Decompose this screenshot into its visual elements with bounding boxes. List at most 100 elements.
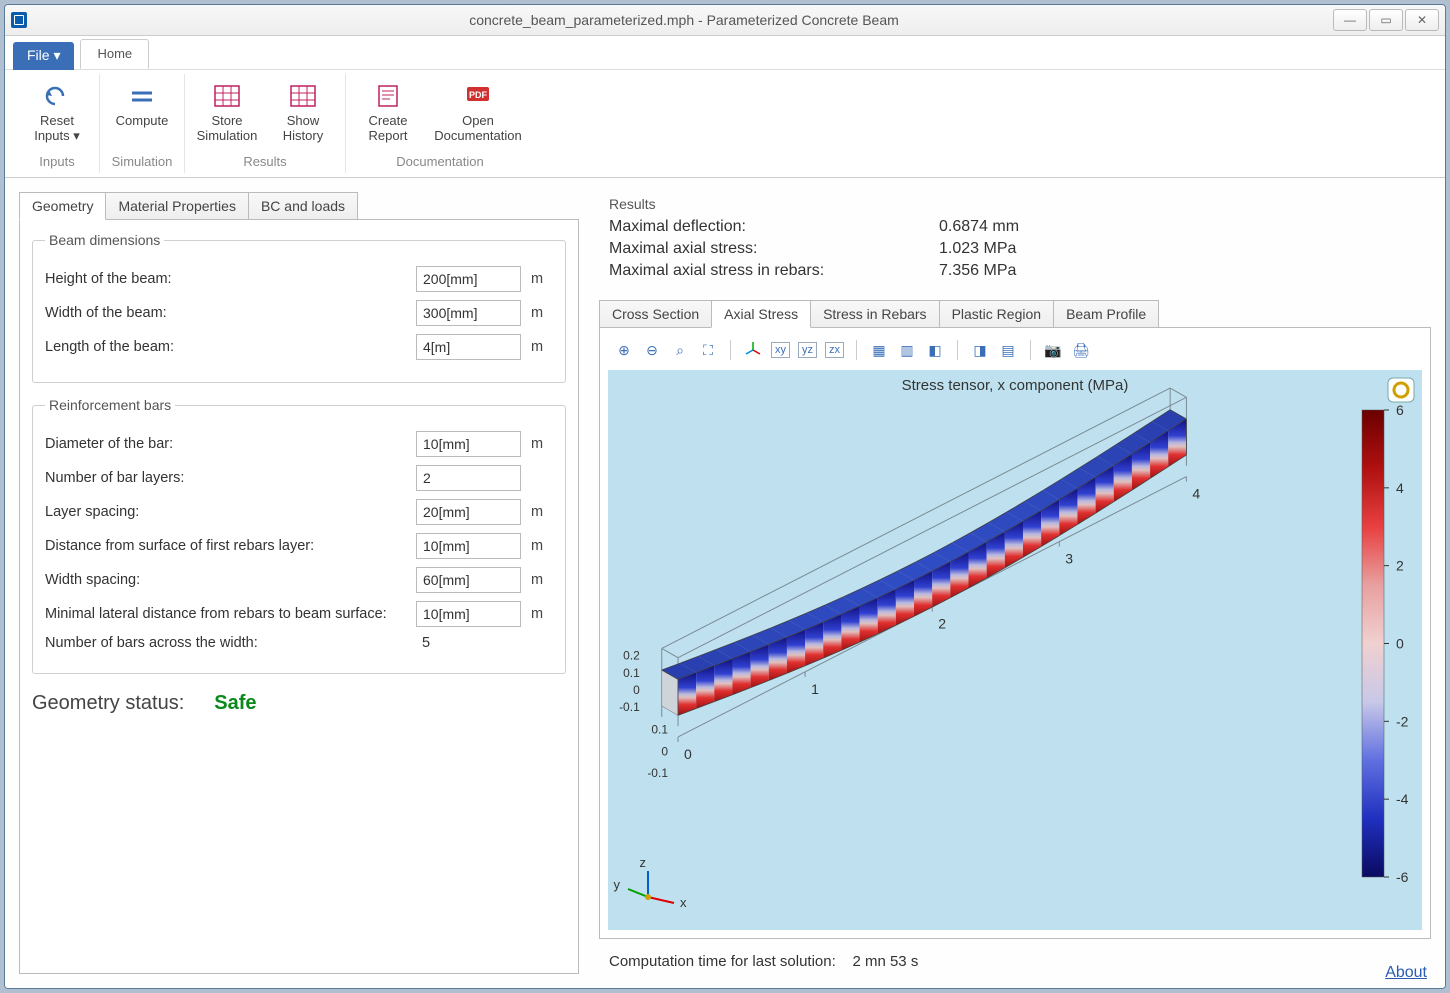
beam-input-0[interactable]: [416, 266, 521, 292]
rebar-row-4: Width spacing:m: [45, 567, 553, 593]
reinforcement-bars-legend: Reinforcement bars: [45, 397, 175, 413]
beam-dimensions-legend: Beam dimensions: [45, 232, 164, 248]
view-yz-button[interactable]: yz: [798, 342, 817, 358]
rebar-input-3[interactable]: [416, 533, 521, 559]
rebar-input-4[interactable]: [416, 567, 521, 593]
maximize-button[interactable]: ▭: [1369, 9, 1403, 31]
view-zx-button[interactable]: zx: [825, 342, 844, 358]
plot-style1-icon[interactable]: ▦: [869, 340, 889, 360]
compute-button[interactable]: Compute: [106, 78, 178, 133]
file-menu[interactable]: File ▾: [13, 42, 74, 70]
zoom-box-icon[interactable]: ⌕: [670, 340, 690, 360]
pdf-icon: PDF: [464, 82, 492, 110]
bars-across-width-value: 5: [416, 635, 553, 651]
zoom-in-icon[interactable]: ⊕: [614, 340, 634, 360]
result-val-1: 1.023 MPa: [939, 240, 1016, 258]
rebar-input-5[interactable]: [416, 601, 521, 627]
print-icon[interactable]: 🖨: [1071, 340, 1091, 360]
result-row-1: Maximal axial stress:1.023 MPa: [609, 240, 1421, 258]
result-tab-plastic-region[interactable]: Plastic Region: [939, 300, 1055, 328]
result-tab-stress-in-rebars[interactable]: Stress in Rebars: [810, 300, 939, 328]
svg-text:3: 3: [1065, 551, 1073, 567]
beam-row-2: Length of the beam:m: [45, 334, 553, 360]
geometry-panel: Beam dimensions Height of the beam:mWidt…: [19, 219, 579, 974]
snapshot-icon[interactable]: 📷: [1043, 340, 1063, 360]
undo-icon: [43, 82, 71, 110]
report-icon: [374, 82, 402, 110]
beam-dimensions-fieldset: Beam dimensions Height of the beam:mWidt…: [32, 232, 566, 383]
menu-bar: File ▾ Home: [5, 36, 1445, 69]
result-key-2: Maximal axial stress in rebars:: [609, 262, 939, 280]
left-tab-bc-and-loads[interactable]: BC and loads: [248, 192, 358, 220]
result-row-0: Maximal deflection:0.6874 mm: [609, 218, 1421, 236]
left-tab-material-properties[interactable]: Material Properties: [105, 192, 249, 220]
svg-text:y: y: [614, 877, 621, 892]
axes-3d-icon[interactable]: [743, 340, 763, 360]
rebar-row-3: Distance from surface of first rebars la…: [45, 533, 553, 559]
equals-icon: [128, 82, 156, 110]
title-bar: concrete_beam_parameterized.mph - Parame…: [5, 5, 1445, 36]
rebar-row-1: Number of bar layers:: [45, 465, 553, 491]
beam-input-1[interactable]: [416, 300, 521, 326]
bars-across-width-label: Number of bars across the width:: [45, 635, 416, 651]
rebar-label-1: Number of bar layers:: [45, 470, 416, 486]
beam-label-1: Width of the beam:: [45, 305, 416, 321]
beam-row-1: Width of the beam: m: [45, 300, 553, 326]
left-tabs: GeometryMaterial PropertiesBC and loads: [19, 192, 579, 220]
open-documentation-button[interactable]: PDF Open Documentation: [428, 78, 528, 148]
svg-text:-0.1: -0.1: [647, 766, 668, 780]
window-title: concrete_beam_parameterized.mph - Parame…: [35, 12, 1333, 28]
left-tab-geometry[interactable]: Geometry: [19, 192, 106, 220]
show-history-button[interactable]: Show History: [267, 78, 339, 148]
home-tab[interactable]: Home: [80, 39, 149, 69]
result-tab-cross-section[interactable]: Cross Section: [599, 300, 712, 328]
svg-text:4: 4: [1192, 486, 1200, 502]
create-report-button[interactable]: Create Report: [352, 78, 424, 148]
svg-text:0.1: 0.1: [651, 723, 668, 737]
zoom-out-icon[interactable]: ⊖: [642, 340, 662, 360]
left-panel: GeometryMaterial PropertiesBC and loads …: [19, 192, 579, 974]
store-simulation-button[interactable]: Store Simulation: [191, 78, 263, 148]
grid-icon: [289, 82, 317, 110]
lighting-icon[interactable]: ◨: [970, 340, 990, 360]
reinforcement-bars-fieldset: Reinforcement bars Diameter of the bar:m…: [32, 397, 566, 674]
rebar-label-4: Width spacing:: [45, 572, 416, 588]
svg-text:0.2: 0.2: [623, 649, 640, 663]
view-xy-button[interactable]: xy: [771, 342, 790, 358]
ribbon-group-inputs-label: Inputs: [39, 152, 74, 173]
rebar-label-3: Distance from surface of first rebars la…: [45, 538, 416, 554]
about-link[interactable]: About: [1385, 964, 1427, 982]
plot-style3-icon[interactable]: ◧: [925, 340, 945, 360]
result-tab-beam-profile[interactable]: Beam Profile: [1053, 300, 1159, 328]
svg-text:2: 2: [1396, 558, 1404, 574]
reset-inputs-button[interactable]: Reset Inputs ▾: [21, 78, 93, 148]
beam-unit-1: m: [521, 305, 553, 321]
svg-text:1: 1: [811, 681, 819, 697]
results-header: Results: [609, 196, 1421, 212]
rebar-label-5: Minimal lateral distance from rebars to …: [45, 606, 416, 622]
transparency-icon[interactable]: ▤: [998, 340, 1018, 360]
zoom-extents-icon[interactable]: ⛶: [698, 340, 718, 360]
ribbon-group-simulation-label: Simulation: [112, 152, 173, 173]
result-tab-axial-stress[interactable]: Axial Stress: [711, 300, 811, 328]
result-key-0: Maximal deflection:: [609, 218, 939, 236]
beam-input-2[interactable]: [416, 334, 521, 360]
right-panel: Results Maximal deflection:0.6874 mmMaxi…: [599, 192, 1431, 974]
minimize-button[interactable]: —: [1333, 9, 1367, 31]
plot-container: ⊕ ⊖ ⌕ ⛶ xy yz zx ▦ ▥ ◧ ◨ ▤: [599, 327, 1431, 939]
plot-toolbar: ⊕ ⊖ ⌕ ⛶ xy yz zx ▦ ▥ ◧ ◨ ▤: [608, 336, 1422, 364]
svg-text:6: 6: [1396, 402, 1404, 418]
plot-area[interactable]: Stress tensor, x component (MPa) 0 1 2 3 4 0.2…: [608, 370, 1422, 930]
rebar-unit-5: m: [521, 606, 553, 622]
svg-text:0: 0: [684, 746, 692, 762]
rebar-input-1[interactable]: [416, 465, 521, 491]
plot-title: Stress tensor, x component (MPa): [902, 377, 1129, 394]
result-tabs: Cross SectionAxial StressStress in Rebar…: [599, 300, 1431, 328]
rebar-input-2[interactable]: [416, 499, 521, 525]
result-val-0: 0.6874 mm: [939, 218, 1019, 236]
geometry-status-row: Geometry status: Safe: [32, 692, 566, 715]
plot-style2-icon[interactable]: ▥: [897, 340, 917, 360]
rebar-input-0[interactable]: [416, 431, 521, 457]
close-button[interactable]: ✕: [1405, 9, 1439, 31]
svg-text:-4: -4: [1396, 791, 1409, 807]
